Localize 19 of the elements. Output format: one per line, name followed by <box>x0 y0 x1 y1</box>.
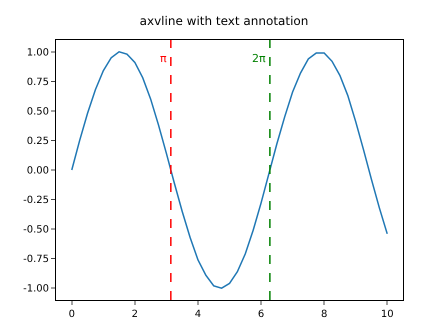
x-tick-label: 10 <box>380 309 394 320</box>
line-series <box>71 51 388 289</box>
ref-line-label: 2π <box>252 52 266 65</box>
y-tick-label: 0.75 <box>26 76 49 88</box>
y-tick-label: -0.75 <box>23 254 49 266</box>
x-tick-label: 2 <box>132 309 138 320</box>
ref-line-label: π <box>160 52 167 65</box>
y-tick-label: 0.50 <box>26 106 49 118</box>
x-tick-label: 0 <box>68 309 75 320</box>
y-tick-label: -0.25 <box>23 195 49 206</box>
y-tick-label: 0.25 <box>26 136 49 147</box>
y-tick-label: -1.00 <box>23 284 49 295</box>
y-tick-label: 1.00 <box>26 47 49 58</box>
x-tick-label: 6 <box>258 309 264 320</box>
x-tick-label: 8 <box>320 309 328 320</box>
x-tick-label: 4 <box>194 309 202 320</box>
y-tick-label: -0.50 <box>23 224 49 236</box>
y-tick-label: 0.00 <box>26 166 49 176</box>
chart-title: axvline with text annotation <box>140 14 308 28</box>
